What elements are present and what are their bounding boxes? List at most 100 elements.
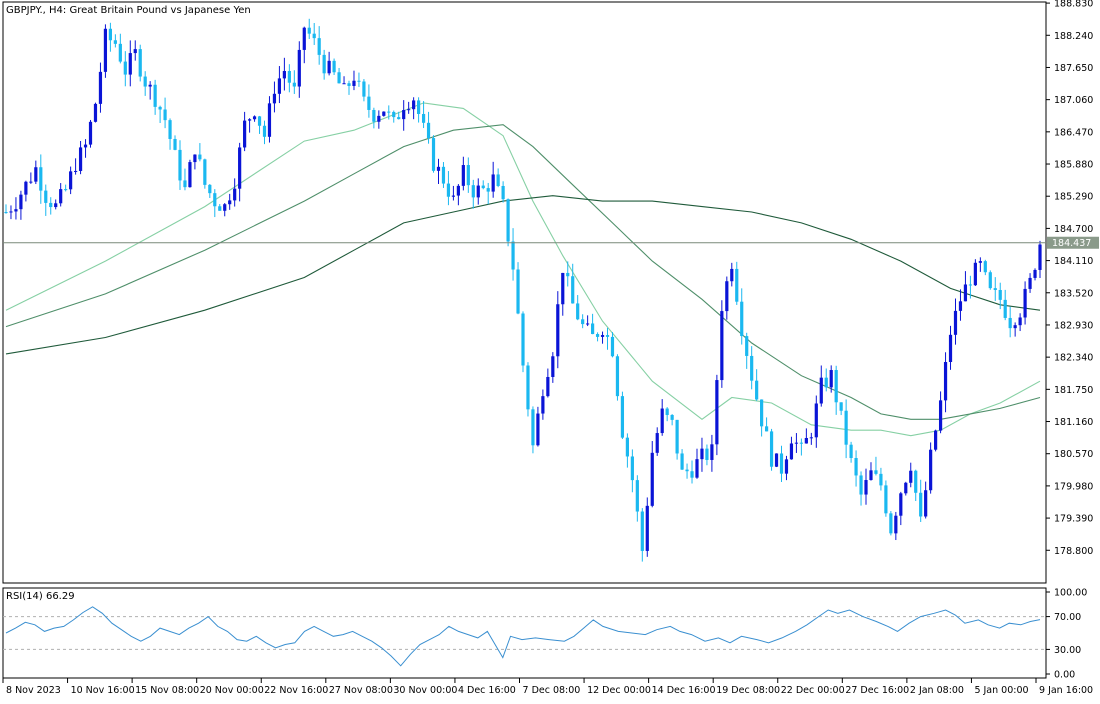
x-tick-label: 20 Nov 00:00 (200, 685, 264, 696)
candle (725, 276, 729, 320)
candle-body (839, 402, 843, 411)
candle-body (874, 470, 878, 474)
candle (879, 467, 883, 491)
candle-body (9, 211, 13, 213)
rsi-y-tick-label: 70.00 (1054, 612, 1081, 623)
candle-body (735, 268, 739, 302)
candle (640, 508, 644, 562)
candle (660, 399, 664, 436)
candle (561, 272, 565, 316)
x-tick-label: 30 Nov 00:00 (393, 685, 457, 696)
candle (461, 156, 465, 191)
candle (914, 469, 918, 502)
candle-body (476, 185, 480, 198)
candle-body (118, 43, 122, 62)
candle (924, 481, 928, 519)
candle (59, 183, 63, 207)
candle (163, 97, 167, 129)
candle (978, 257, 982, 272)
candle-body (491, 174, 495, 192)
candle (531, 406, 535, 454)
candle (133, 40, 137, 61)
candle (44, 184, 48, 216)
candle (983, 259, 987, 276)
candle-body (4, 212, 8, 214)
y-tick-label: 188.240 (1054, 31, 1093, 42)
candle (113, 34, 117, 48)
candle-body (670, 414, 674, 420)
candle (993, 277, 997, 301)
candle-body (645, 505, 649, 551)
candle-body (272, 93, 277, 104)
candle-body (203, 159, 207, 185)
candle (372, 107, 376, 129)
candle (953, 298, 958, 345)
candle (839, 402, 843, 416)
candle (774, 453, 779, 468)
candle-body (571, 276, 575, 304)
y-tick-label: 180.570 (1054, 449, 1093, 460)
candle (218, 204, 222, 211)
current-price-tag (1047, 236, 1099, 249)
candle (332, 58, 336, 75)
candle (904, 481, 908, 496)
candle-body (864, 480, 868, 495)
candle (183, 168, 187, 191)
candle (551, 352, 555, 383)
candle (541, 389, 545, 420)
candle (148, 81, 152, 100)
rsi-line (5, 606, 1041, 667)
candle (367, 84, 371, 118)
candle-body (566, 272, 570, 277)
candle (670, 414, 674, 426)
candle-body (431, 138, 436, 171)
candle (153, 79, 157, 115)
candle-body (576, 303, 580, 320)
candle-body (322, 54, 326, 74)
candle-body (625, 437, 629, 457)
candle-body (715, 380, 719, 445)
candle (1013, 322, 1017, 337)
candle-body (287, 70, 291, 83)
candle-body (317, 38, 321, 55)
candle (441, 162, 446, 188)
candle (834, 365, 838, 415)
candle (362, 79, 366, 102)
candle (760, 399, 764, 437)
candle-body (168, 120, 172, 139)
candle (322, 49, 326, 80)
y-tick-label: 184.110 (1054, 256, 1093, 267)
candle (894, 511, 898, 541)
candle (238, 142, 242, 202)
candle (203, 158, 207, 189)
candle-body (153, 84, 157, 107)
candle (19, 190, 23, 220)
candle-body (968, 284, 973, 286)
candle (451, 185, 456, 201)
candle (899, 491, 903, 526)
candle (431, 135, 436, 173)
candle-body (1023, 288, 1027, 318)
candle-body (138, 49, 142, 77)
candle (546, 368, 550, 398)
candle-body (904, 482, 908, 494)
candle (521, 311, 525, 373)
candle-body (14, 209, 18, 212)
candle-body (720, 311, 724, 381)
candle-body (54, 203, 58, 208)
candle-body (988, 272, 992, 289)
candle (24, 180, 28, 202)
candle (814, 395, 818, 448)
candle (854, 450, 858, 487)
x-tick-label: 7 Dec 08:00 (523, 685, 581, 696)
ma-slow-line (5, 195, 1041, 355)
y-tick-label: 185.290 (1054, 192, 1093, 203)
candle (804, 428, 808, 444)
candle (297, 41, 301, 98)
candle (14, 197, 18, 220)
candle-body (1003, 299, 1007, 318)
candle-body (1018, 317, 1022, 326)
candle (417, 97, 421, 123)
candle-body (402, 110, 406, 120)
y-tick-label: 185.880 (1054, 160, 1093, 171)
